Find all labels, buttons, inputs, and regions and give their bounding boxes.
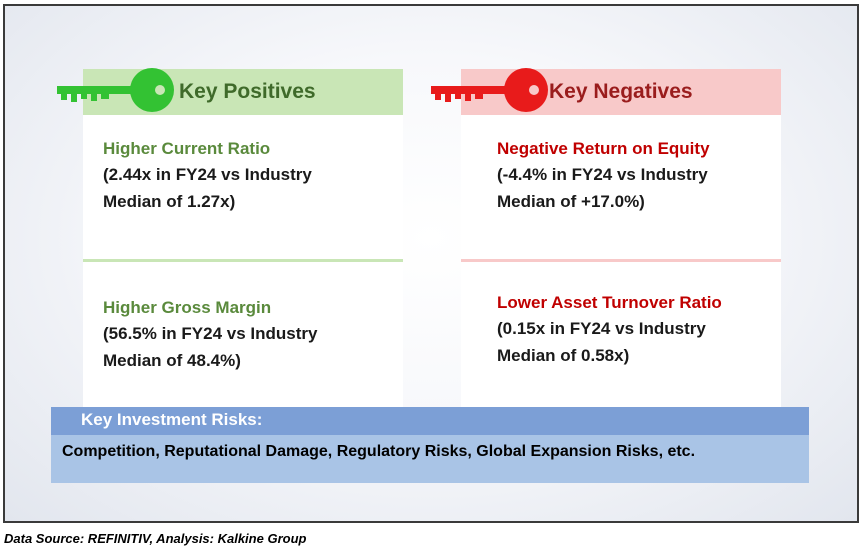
risks-text: Competition, Reputational Damage, Regula… — [62, 443, 696, 460]
key-icon — [431, 68, 548, 112]
negative-item-title: Negative Return on Equity — [497, 139, 710, 158]
positive-item-desc: (2.44x in FY24 vs Industry Median of 1.2… — [103, 165, 312, 211]
negatives-panel: Key Negatives Negative Return on Equity … — [461, 69, 781, 409]
negative-item-title: Lower Asset Turnover Ratio — [497, 293, 722, 312]
risks-box: Key Investment Risks: Competition, Reput… — [51, 407, 809, 483]
positive-item-desc: (56.5% in FY24 vs Industry Median of 48.… — [103, 324, 318, 370]
risks-header: Key Investment Risks: — [51, 407, 809, 435]
risks-title: Key Investment Risks: — [81, 410, 263, 429]
negative-item-desc: (-4.4% in FY24 vs Industry Median of +17… — [497, 165, 708, 211]
negatives-header-label: Key Negatives — [549, 80, 693, 103]
positives-header-label: Key Positives — [179, 80, 316, 103]
key-icon — [57, 68, 174, 112]
positives-panel: Key Positives Higher Current Ratio (2.44… — [83, 69, 403, 414]
negative-item-desc: (0.15x in FY24 vs Industry Median of 0.5… — [497, 319, 706, 365]
negatives-divider — [461, 259, 781, 262]
positive-item-title: Higher Current Ratio — [103, 139, 271, 158]
positive-item-title: Higher Gross Margin — [103, 298, 272, 317]
data-source-footer: Data Source: REFINITIV, Analysis: Kalkin… — [4, 531, 307, 546]
positives-divider — [83, 259, 403, 262]
